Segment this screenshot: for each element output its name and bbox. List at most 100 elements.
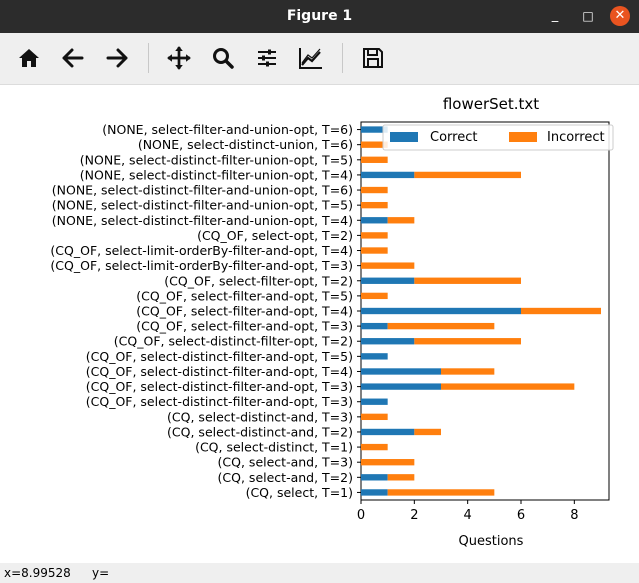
legend-swatch-correct <box>390 132 418 142</box>
figure-canvas[interactable]: flowerSet.txt (CQ, select, T=1) (CQ, sele… <box>0 85 639 563</box>
bar-correct-18 <box>361 217 388 224</box>
x-axis-label: Questions <box>459 534 524 549</box>
x-tick-label: 6 <box>517 508 525 523</box>
window-title: Figure 1 <box>286 8 353 24</box>
bar-chart: flowerSet.txt (CQ, select, T=1)(CQ, sele… <box>50 95 614 549</box>
close-button[interactable]: ✕ <box>610 6 630 26</box>
y-tick-label: (CQ, select-distinct-and, T=2) <box>167 424 353 439</box>
bar-incorrect-15 <box>361 262 415 269</box>
pan-button[interactable] <box>164 43 194 73</box>
bar-correct-24 <box>361 126 388 133</box>
y-tick-label: (NONE, select-distinct-filter-union-opt,… <box>80 152 353 167</box>
bar-correct-4 <box>361 428 415 436</box>
toolbar-separator <box>342 43 343 73</box>
bar-incorrect-22 <box>361 156 388 163</box>
y-tick-label: (NONE, select-distinct-filter-and-union-… <box>52 213 353 228</box>
forward-button[interactable] <box>102 43 132 73</box>
window-titlebar[interactable]: Figure 1 _ □ ✕ <box>0 0 639 33</box>
bar-correct-7 <box>361 383 441 390</box>
bar-incorrect-2 <box>361 459 415 466</box>
bar-correct-10 <box>361 338 415 345</box>
bar-incorrect-13 <box>361 292 388 300</box>
bars-group <box>361 126 601 496</box>
zoom-button[interactable] <box>208 43 238 73</box>
x-ticks-group: 0 2 4 6 8 <box>357 500 578 523</box>
zoom-magnifier-icon <box>213 48 234 69</box>
y-tick-label: (CQ, select-distinct-and, T=3) <box>167 409 353 424</box>
y-tick-label: (CQ_OF, select-filter-and-opt, T=4) <box>136 304 353 319</box>
toolbar <box>0 33 639 85</box>
legend-swatch-incorrect <box>509 132 537 142</box>
y-ticks-group: (CQ, select, T=1)(CQ, select-and, T=2)(C… <box>50 122 361 500</box>
chart-title: flowerSet.txt <box>443 95 539 113</box>
bar-incorrect-3 <box>361 443 388 451</box>
save-button[interactable] <box>358 43 388 73</box>
bar-incorrect-14 <box>414 277 521 284</box>
bar-incorrect-23 <box>361 141 388 148</box>
bar-incorrect-20 <box>361 186 388 194</box>
legend: Correct Incorrect <box>382 124 614 151</box>
y-tick-label: (CQ_OF, select-distinct-filter-and-opt, … <box>86 364 353 379</box>
bar-correct-14 <box>361 277 415 284</box>
bar-correct-0 <box>361 489 388 496</box>
x-tick-label: 8 <box>570 508 578 523</box>
y-tick-label: (NONE, select-distinct-union, T=6) <box>138 137 353 152</box>
minimize-button[interactable]: _ <box>551 8 559 23</box>
pan-move-icon <box>167 46 191 70</box>
y-tick-label: (CQ_OF, select-distinct-filter-opt, T=2) <box>114 334 353 349</box>
bar-incorrect-12 <box>521 307 601 315</box>
bar-incorrect-19 <box>361 201 388 209</box>
y-tick-label: (CQ_OF, select-distinct-filter-and-opt, … <box>86 349 353 364</box>
forward-arrow-icon <box>106 48 128 68</box>
back-button[interactable] <box>58 43 88 73</box>
y-tick-label: (CQ, select-and, T=3) <box>218 455 353 470</box>
bar-incorrect-7 <box>441 383 575 390</box>
home-icon <box>19 49 39 67</box>
bar-correct-6 <box>361 398 388 405</box>
y-tick-label: (NONE, select-filter-and-union-opt, T=6) <box>102 122 353 137</box>
x-tick-label: 0 <box>357 508 365 523</box>
y-tick-label: (NONE, select-distinct-filter-union-opt,… <box>80 167 353 182</box>
bar-correct-11 <box>361 322 388 330</box>
x-tick-label: 4 <box>464 508 472 523</box>
status-y-readout: y= <box>92 566 110 580</box>
bar-incorrect-0 <box>387 489 495 496</box>
y-tick-label: (CQ_OF, select-opt, T=2) <box>197 228 353 243</box>
y-tick-label: (CQ_OF, select-filter-and-opt, T=5) <box>136 288 353 303</box>
bar-correct-8 <box>361 368 441 375</box>
toolbar-separator <box>148 43 149 73</box>
bar-correct-1 <box>361 474 388 481</box>
y-tick-label: (CQ_OF, select-filter-and-opt, T=3) <box>136 319 353 334</box>
y-tick-label: (CQ, select-and, T=2) <box>218 470 353 485</box>
edit-axis-button[interactable] <box>296 43 326 73</box>
y-tick-label: (CQ_OF, select-limit-orderBy-filter-and-… <box>50 243 353 258</box>
bar-incorrect-11 <box>387 322 495 330</box>
y-tick-label: (CQ_OF, select-distinct-filter-and-opt, … <box>86 379 353 394</box>
status-x-readout: x=8.99528 <box>4 566 71 580</box>
bar-correct-9 <box>361 353 388 360</box>
maximize-button[interactable]: □ <box>582 9 594 23</box>
back-arrow-icon <box>62 48 84 68</box>
status-bar: x=8.99528 y= <box>0 563 639 583</box>
bar-incorrect-10 <box>414 338 521 345</box>
bar-incorrect-4 <box>414 428 441 436</box>
save-floppy-icon <box>363 48 383 68</box>
bar-incorrect-16 <box>361 247 388 254</box>
y-tick-label: (CQ, select, T=1) <box>246 485 353 500</box>
bar-correct-21 <box>361 171 415 179</box>
bar-incorrect-5 <box>361 413 388 421</box>
bar-incorrect-21 <box>414 171 521 179</box>
y-tick-label: (NONE, select-distinct-filter-and-union-… <box>52 198 353 213</box>
bar-incorrect-1 <box>387 474 415 481</box>
y-tick-label: (CQ_OF, select-distinct-filter-and-opt, … <box>86 394 353 409</box>
home-button[interactable] <box>14 43 44 73</box>
x-tick-label: 2 <box>410 508 418 523</box>
edit-axis-curves-icon <box>299 48 322 69</box>
y-tick-label: (NONE, select-distinct-filter-and-union-… <box>52 183 353 198</box>
y-tick-label: (CQ, select-distinct, T=1) <box>195 440 353 455</box>
configure-subplots-button[interactable] <box>252 43 282 73</box>
configure-subplots-icon <box>258 49 276 67</box>
y-tick-label: (CQ_OF, select-filter-opt, T=2) <box>164 273 353 288</box>
legend-label-correct: Correct <box>430 130 477 145</box>
bar-incorrect-8 <box>441 368 495 375</box>
